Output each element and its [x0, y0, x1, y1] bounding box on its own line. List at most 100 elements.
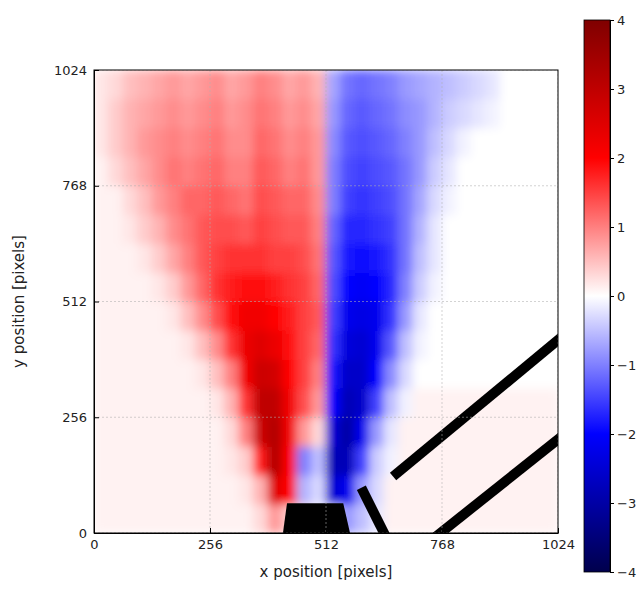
heatmap-cell — [355, 417, 370, 447]
heatmap-cell — [210, 446, 225, 476]
tick-label: 256 — [62, 410, 87, 425]
heatmap-cell — [340, 214, 355, 244]
heatmap-cell — [94, 272, 109, 302]
heatmap-cell — [398, 330, 413, 360]
heatmap-cell — [340, 388, 355, 418]
heatmap-cell — [384, 272, 399, 302]
heatmap-cell — [297, 70, 312, 99]
heatmap-cell — [297, 417, 312, 447]
heatmap-cell — [543, 359, 558, 389]
heatmap-cell — [195, 185, 210, 215]
heatmap-cell — [514, 417, 529, 447]
heatmap-cell — [427, 388, 442, 418]
heatmap-cell — [311, 70, 326, 99]
heatmap-cell — [326, 214, 341, 244]
heatmap-cell — [311, 185, 326, 215]
heatmap-cell — [268, 330, 283, 360]
heatmap-cell — [442, 388, 457, 418]
heatmap-cell — [181, 70, 196, 99]
heatmap-cell — [398, 475, 413, 505]
tick: 768 — [430, 528, 455, 552]
heatmap-cell — [210, 272, 225, 302]
heatmap-cell — [282, 185, 297, 215]
heatmap-cell — [529, 70, 544, 99]
heatmap-cell — [384, 70, 399, 99]
heatmap-cell — [413, 330, 428, 360]
heatmap-cell — [442, 99, 457, 129]
heatmap-cell — [239, 99, 254, 129]
heatmap-cell — [239, 185, 254, 215]
heatmap-cell — [340, 127, 355, 157]
heatmap-cell — [94, 504, 109, 533]
heatmap-cell — [94, 359, 109, 389]
heatmap-cell — [137, 185, 152, 215]
heatmap-cell — [166, 70, 181, 99]
heatmap-cell — [137, 475, 152, 505]
heatmap-cell — [543, 388, 558, 418]
heatmap-cell — [224, 243, 239, 273]
plot-background — [94, 70, 558, 533]
heatmap-cell — [442, 214, 457, 244]
heatmap-cell — [369, 446, 384, 476]
heatmap-cell — [369, 99, 384, 129]
heatmap-cell — [152, 417, 167, 447]
tick-label: 0 — [617, 289, 625, 304]
heatmap-cell — [224, 127, 239, 157]
heatmap-cell — [355, 99, 370, 129]
tick-mark — [94, 533, 99, 534]
heatmap-cell — [514, 330, 529, 360]
heatmap-cell — [152, 185, 167, 215]
heatmap-cell — [239, 272, 254, 302]
heatmap-cell — [529, 156, 544, 186]
heatmap-cell — [166, 99, 181, 129]
heatmap-cell — [311, 243, 326, 273]
heatmap-cell — [137, 504, 152, 533]
heatmap-cell — [152, 243, 167, 273]
heatmap-cell — [137, 359, 152, 389]
heatmap-cell — [137, 156, 152, 186]
heatmap-cell — [282, 99, 297, 129]
heatmap-cell — [369, 185, 384, 215]
heatmap-cell — [94, 475, 109, 505]
heatmap-cell — [529, 301, 544, 331]
heatmap-cell — [543, 185, 558, 215]
grid-line — [94, 185, 558, 186]
heatmap-cell — [268, 359, 283, 389]
tick-mark — [94, 417, 99, 418]
heatmap-cell — [456, 99, 471, 129]
heatmap-cell — [500, 301, 515, 331]
heatmap-cell — [137, 330, 152, 360]
heatmap-cell — [529, 388, 544, 418]
heatmap-cell — [181, 446, 196, 476]
heatmap-cell — [253, 446, 268, 476]
heatmap-cell — [384, 127, 399, 157]
heatmap-cell — [485, 214, 500, 244]
heatmap-cell — [326, 156, 341, 186]
heatmap-cell — [181, 127, 196, 157]
heatmap-cell — [326, 330, 341, 360]
heatmap-cell — [210, 70, 225, 99]
heatmap-cell — [166, 127, 181, 157]
heatmap-cell — [456, 475, 471, 505]
heatmap-cell — [123, 185, 138, 215]
tick: 3 — [610, 82, 625, 97]
heatmap-cell — [456, 272, 471, 302]
heatmap-cell — [442, 185, 457, 215]
heatmap-cell — [195, 214, 210, 244]
heatmap-cell — [398, 359, 413, 389]
heatmap-cell — [311, 446, 326, 476]
heatmap-cell — [239, 388, 254, 418]
heatmap-cell — [210, 388, 225, 418]
masks — [283, 334, 558, 533]
heatmap-cell — [485, 330, 500, 360]
heatmap-cell — [456, 70, 471, 99]
heatmap-cell — [427, 127, 442, 157]
heatmap-cell — [529, 243, 544, 273]
heatmap-cell — [311, 388, 326, 418]
heatmap-cell — [442, 127, 457, 157]
heatmap-cell — [413, 70, 428, 99]
tick-label: 0 — [90, 537, 98, 552]
heatmap-cell — [311, 417, 326, 447]
heatmap-cell — [340, 272, 355, 302]
colorbar — [584, 20, 610, 572]
